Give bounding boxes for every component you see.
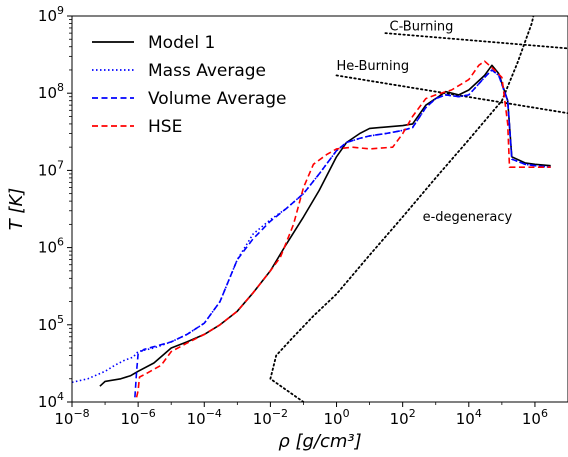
x-tick-label: 10−6 <box>120 407 155 428</box>
axis-ticks: 10−8 10−6 10−4 10−2 100 102 104 106 104 105 106 107… <box>38 4 548 428</box>
plot-area: C-Burning He-Burning e-degeneracy <box>72 16 568 402</box>
y-tick-label: 107 <box>38 158 64 179</box>
x-axis-label: ρ [g/cm³] <box>278 431 361 452</box>
series-line-mass-average <box>72 69 551 384</box>
x-tick-label: 10−2 <box>253 407 288 428</box>
y-tick-label: 106 <box>38 236 64 257</box>
plot-frame <box>71 15 568 403</box>
y-tick-label: 109 <box>38 4 64 25</box>
legend-label-hse: HSE <box>148 117 182 137</box>
annotation-e-degeneracy: e-degeneracy <box>423 210 513 225</box>
annotation-c-burning: C-Burning <box>390 19 454 34</box>
y-tick-label: 104 <box>38 390 64 411</box>
reference-line-he-burning <box>335 74 568 115</box>
reference-line-c-burning <box>384 32 568 50</box>
series-line-model-1 <box>99 64 551 387</box>
x-tick-label: 100 <box>323 407 349 428</box>
y-axis-label: T [K] <box>6 188 27 231</box>
x-tick-label: 102 <box>390 407 416 428</box>
x-tick-label: 106 <box>522 407 548 428</box>
y-tick-label: 105 <box>38 313 64 334</box>
x-tick-label: 104 <box>456 407 482 428</box>
legend: Model 1 Mass Average Volume Average HSE <box>92 33 286 137</box>
annotation-he-burning: He-Burning <box>337 59 410 74</box>
series-line-volume-average <box>134 69 551 398</box>
legend-label-volume-average: Volume Average <box>148 89 286 109</box>
series-line-hse <box>135 60 551 398</box>
x-tick-label: 10−8 <box>54 407 89 428</box>
legend-label-model-1: Model 1 <box>148 33 215 53</box>
x-tick-label: 10−4 <box>187 407 222 428</box>
legend-label-mass-average: Mass Average <box>148 61 266 81</box>
y-tick-label: 108 <box>38 81 64 102</box>
reference-line-e-degeneracy <box>269 16 535 402</box>
